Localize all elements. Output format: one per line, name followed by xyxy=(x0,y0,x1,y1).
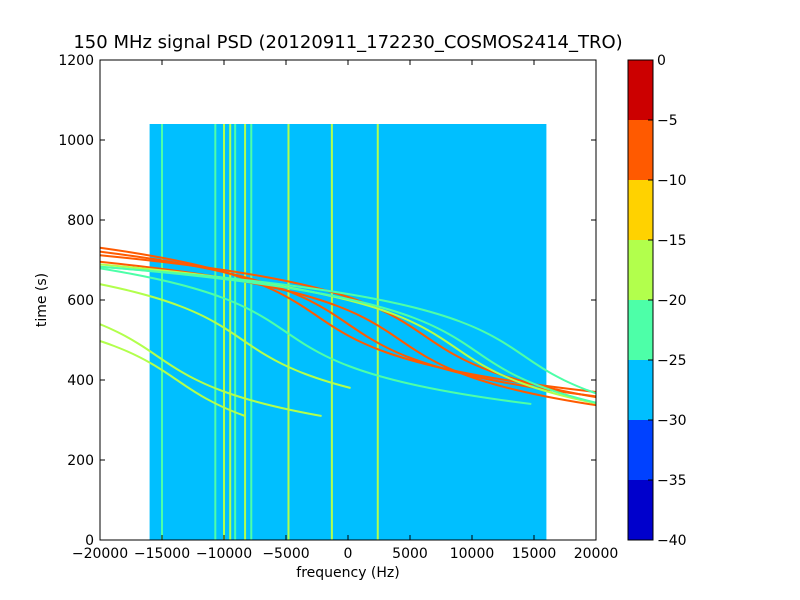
x-tick-label: −5000 xyxy=(262,546,309,562)
x-tick-label: −20000 xyxy=(72,546,128,562)
colorbar-band xyxy=(628,360,653,420)
doppler-track xyxy=(100,265,596,395)
colorbar-tick-label: −30 xyxy=(657,413,687,429)
doppler-tracks xyxy=(100,246,596,417)
colorbar-band xyxy=(628,420,653,480)
y-tick-label: 800 xyxy=(67,213,94,229)
colorbar-band xyxy=(628,120,653,180)
y-tick-label: 400 xyxy=(67,373,94,389)
colorbar-tick-label: −25 xyxy=(657,353,687,369)
colorbar-tick-label: −5 xyxy=(657,113,678,129)
colorbar-band xyxy=(628,60,653,120)
colorbar: 0 −5 −10 −15 −20 −25 −30 −35 −40 xyxy=(628,53,687,549)
doppler-track xyxy=(100,260,596,407)
x-axis: −20000 −15000 −10000 −5000 0 5000 10000 15000 20… xyxy=(72,60,618,562)
doppler-track xyxy=(100,339,246,417)
x-tick-label: 15000 xyxy=(512,546,557,562)
spectrogram-data xyxy=(149,124,547,540)
colorbar-tick-label: −10 xyxy=(657,173,687,189)
x-axis-label: frequency (Hz) xyxy=(296,565,399,581)
x-tick-label: 20000 xyxy=(574,546,619,562)
y-tick-label: 1200 xyxy=(58,53,94,69)
carrier-lines xyxy=(161,124,379,540)
plot-area xyxy=(100,60,596,540)
chart-title: 150 MHz signal PSD (20120911_172230_COSM… xyxy=(73,32,622,53)
y-tick-label: 1000 xyxy=(58,133,94,149)
colorbar-tick-label: −15 xyxy=(657,233,687,249)
colorbar-tick-label: −35 xyxy=(657,473,687,489)
colorbar-tick-label: −20 xyxy=(657,293,687,309)
colorbar-frame xyxy=(627,59,654,541)
y-axis-label: time (s) xyxy=(34,273,50,327)
x-tick-label: 5000 xyxy=(392,546,428,562)
colorbar-band xyxy=(628,300,653,360)
doppler-track xyxy=(100,323,322,417)
doppler-track xyxy=(100,267,532,405)
doppler-track xyxy=(100,265,596,404)
y-axis: 0 200 400 600 800 1000 1200 xyxy=(58,53,596,549)
doppler-track xyxy=(100,254,596,399)
y-tick-label: 200 xyxy=(67,453,94,469)
colorbar-band xyxy=(628,240,653,300)
x-tick-label: 0 xyxy=(344,546,353,562)
y-tick-label: 0 xyxy=(85,533,94,549)
x-tick-label: 10000 xyxy=(450,546,495,562)
y-tick-label: 600 xyxy=(67,293,94,309)
colorbar-tick-label: 0 xyxy=(657,53,666,69)
x-tick-label: −15000 xyxy=(134,546,190,562)
doppler-track xyxy=(100,283,351,389)
colorbar-band xyxy=(628,480,653,540)
colorbar-band xyxy=(628,180,653,240)
x-tick-label: −10000 xyxy=(196,546,252,562)
doppler-track xyxy=(100,263,596,405)
colorbar-tick-label: −40 xyxy=(657,533,687,549)
spectrogram-background xyxy=(149,124,547,540)
